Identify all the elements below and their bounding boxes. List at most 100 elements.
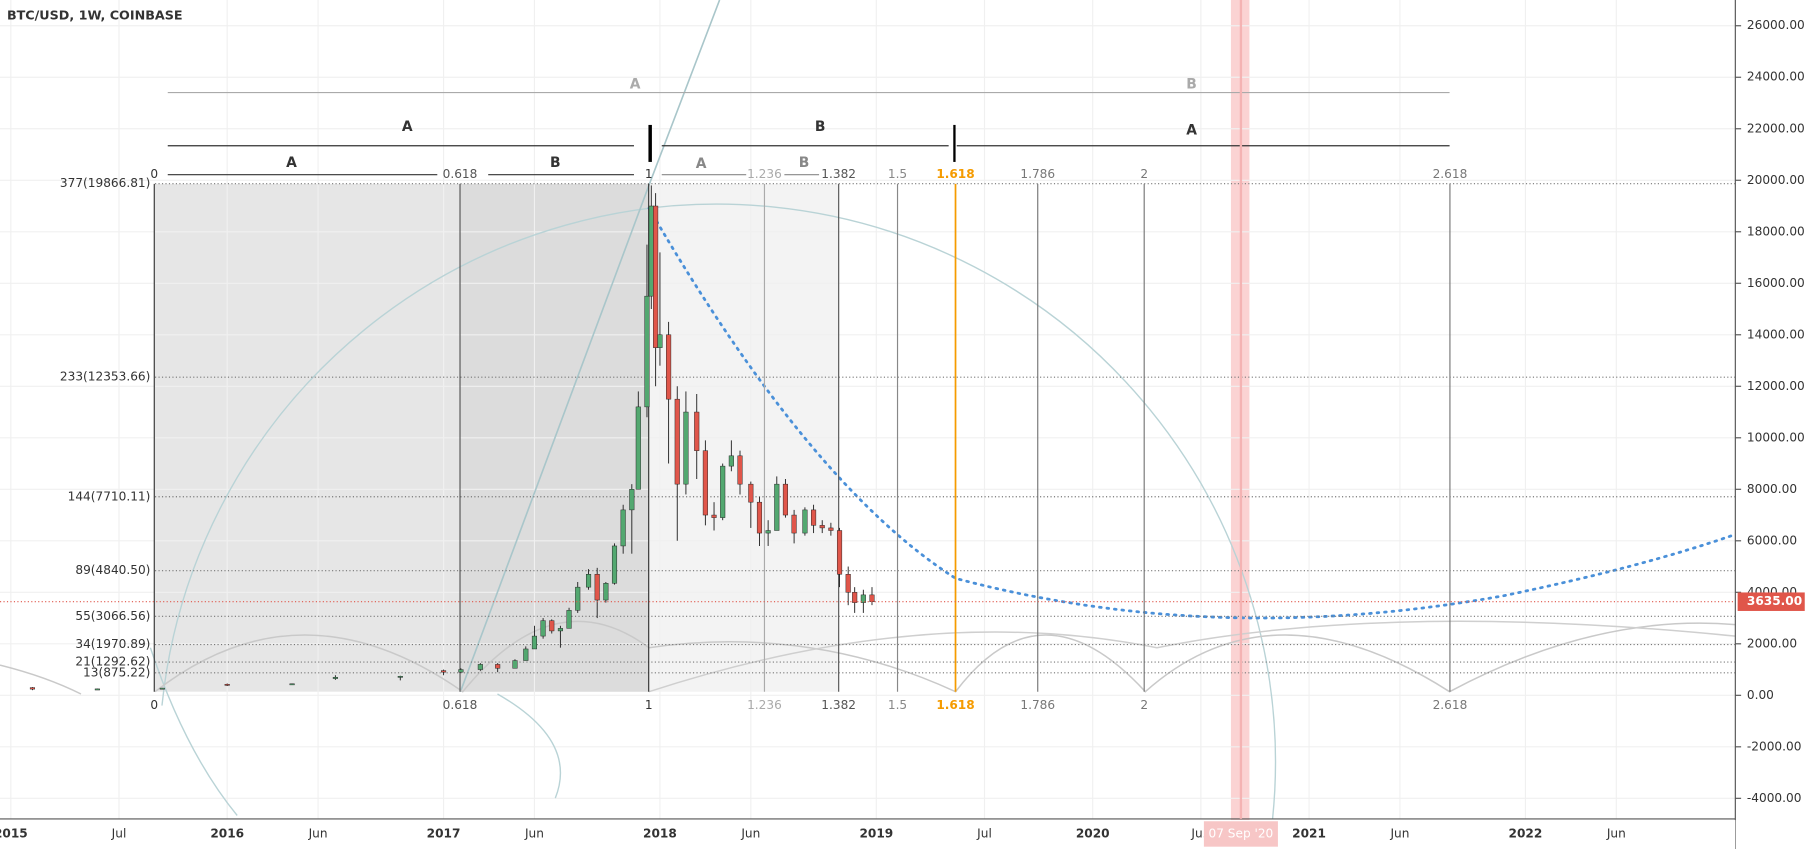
time-fib-label: 2 (1140, 698, 1148, 712)
arc (497, 693, 562, 799)
y-tick-label: 22000.00 (1747, 121, 1805, 135)
candle-body (629, 489, 635, 511)
time-fib-label: 1.382 (821, 698, 856, 712)
fib-level-label: 13(875.22) (83, 665, 150, 679)
candle-body (159, 687, 165, 690)
x-tick-label: Jun (1389, 826, 1409, 840)
arrow-label: B (799, 155, 810, 171)
trend-curve (647, 206, 1737, 620)
candle-body (549, 620, 555, 632)
arrows: A B A B A A B A B (167, 76, 1450, 176)
x-tick-label: Jul (976, 826, 992, 840)
candle-body (737, 455, 743, 485)
candle-body (289, 683, 295, 686)
candle-body (836, 530, 843, 575)
x-tick-label: 2018 (643, 826, 677, 840)
candle-body (845, 574, 851, 593)
arrow-label: A (630, 76, 641, 92)
y-tick-label: 14000.00 (1747, 327, 1805, 341)
x-tick-label: Jun (524, 826, 544, 840)
arrow-label: B (815, 119, 826, 135)
time-fib-label: 1.786 (1020, 167, 1055, 181)
candle-body (811, 509, 817, 526)
y-tick-label: 0.00 (1747, 688, 1774, 702)
candle-body (748, 483, 754, 503)
candle-body (566, 610, 572, 629)
x-tick-label: Jun (1606, 826, 1626, 840)
x-tick-label: Jul (111, 826, 127, 840)
time-fib-label: 1 (645, 167, 653, 181)
candle-body (791, 514, 797, 534)
candle-body (477, 664, 483, 670)
time-fib-label: 1.236 (747, 167, 782, 181)
y-tick-label: -4000.00 (1747, 791, 1802, 805)
arrow-label: B (550, 155, 561, 171)
x-tick-label: 2022 (1509, 826, 1543, 840)
fib-level-label: 21(1292.62) (75, 655, 150, 669)
candle-body (756, 501, 763, 534)
candle-body (720, 465, 726, 518)
y-tick-label: 18000.00 (1747, 224, 1805, 238)
candle-body (575, 586, 581, 611)
candle-body (531, 635, 537, 650)
candle-body (441, 670, 447, 673)
candle-body (603, 583, 609, 601)
candle-body (819, 525, 825, 529)
time-fib-label: 0 (150, 698, 158, 712)
candle-body (782, 483, 788, 516)
candle-body (674, 398, 680, 485)
x-tick-label: 2015 (0, 826, 28, 840)
chart-title: BTC/USD, 1W, COINBASE (7, 8, 183, 23)
candle-body (585, 574, 592, 588)
time-fib-label: 0.618 (443, 167, 478, 181)
time-fib-label: 1.236 (747, 698, 782, 712)
fib-level-label: 34(1970.89) (75, 637, 150, 651)
x-tick-label: 2016 (210, 826, 244, 840)
candle-body (512, 660, 518, 669)
time-fib-label: 2 (1140, 167, 1148, 181)
candle-body (29, 687, 36, 690)
x-tick-label: Jun (740, 826, 760, 840)
y-tick-label: 20000.00 (1747, 173, 1805, 187)
candle-body (94, 688, 100, 691)
time-fib-label: 2.618 (1433, 698, 1468, 712)
arrow-label: A (402, 119, 413, 135)
price-label: 3635.00 (1747, 594, 1802, 608)
arc (161, 203, 1277, 819)
fib-level-label: 144(7710.11) (68, 489, 151, 503)
candle-body (711, 514, 717, 518)
candle-body (774, 483, 780, 531)
fib-level-label: 89(4840.50) (75, 563, 150, 577)
x-tick-label: 2021 (1292, 826, 1326, 840)
cycle-curve (648, 620, 1736, 693)
candle-body (683, 411, 689, 485)
candle-body (644, 295, 650, 408)
time-fib-label: 1.618 (936, 167, 974, 181)
fib-level-label: 233(12353.66) (60, 370, 150, 384)
arrow-label: A (696, 156, 707, 172)
arc (149, 647, 238, 816)
candle-body (458, 669, 464, 673)
time-fib-label: 0 (150, 167, 158, 181)
y-tick-label: 26000.00 (1747, 18, 1805, 32)
arrow-label: A (286, 155, 297, 171)
candle-body (648, 205, 654, 297)
y-tick-label: 12000.00 (1747, 379, 1805, 393)
fib-level-label: 55(3066.56) (75, 609, 150, 623)
y-tick-label: 6000.00 (1747, 533, 1797, 547)
candle-body (666, 334, 672, 400)
candle-body (852, 592, 858, 603)
y-tick-label: 2000.00 (1747, 636, 1797, 650)
time-fib-label: 1.786 (1020, 698, 1055, 712)
time-fib-label: 1 (645, 698, 653, 712)
candle-body (594, 574, 600, 601)
price-label-bg (1737, 592, 1805, 611)
candle-body (694, 411, 700, 451)
candle-body (611, 545, 618, 584)
y-tick-label: 16000.00 (1747, 276, 1805, 290)
time-fib-label: 1.382 (821, 167, 856, 181)
candle-body (860, 594, 866, 603)
x-tick-label: 2019 (859, 826, 893, 840)
